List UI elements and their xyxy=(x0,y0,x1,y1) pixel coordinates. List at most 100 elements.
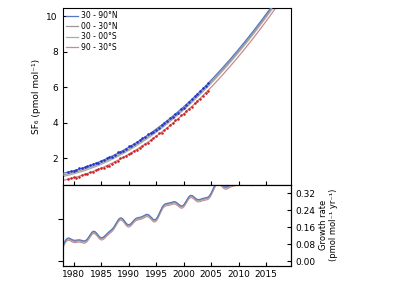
Point xyxy=(164,119,170,124)
Point xyxy=(175,116,181,121)
90 - 30°S xyxy=(75,175,80,178)
30 - 90°N xyxy=(61,171,66,175)
00 - 30°N xyxy=(231,55,236,58)
Point xyxy=(87,163,93,167)
Point xyxy=(189,97,195,101)
Point xyxy=(103,156,110,161)
Point xyxy=(139,136,145,141)
Point xyxy=(109,155,116,160)
Point xyxy=(205,80,212,85)
Point xyxy=(65,170,72,175)
Point xyxy=(194,99,201,103)
Point xyxy=(98,165,104,170)
Point xyxy=(147,131,154,136)
Point xyxy=(172,111,179,116)
Line: 00 - 30°N: 00 - 30°N xyxy=(64,0,288,175)
Point xyxy=(95,160,101,165)
Line: 30 - 00°S: 30 - 00°S xyxy=(64,0,288,176)
Point xyxy=(123,153,129,158)
Point xyxy=(90,169,96,174)
Point xyxy=(183,109,189,113)
Point xyxy=(166,116,173,121)
Point xyxy=(101,165,107,170)
Point xyxy=(175,110,181,115)
Point xyxy=(81,172,88,176)
Point xyxy=(131,142,137,147)
Point xyxy=(137,146,143,150)
00 - 30°N xyxy=(198,92,202,95)
Point xyxy=(95,167,101,171)
Point xyxy=(134,147,140,152)
Point xyxy=(197,97,203,102)
Point xyxy=(128,151,135,155)
Point xyxy=(114,150,121,155)
Point xyxy=(181,112,187,116)
Point xyxy=(150,136,157,140)
Point xyxy=(76,175,82,179)
00 - 30°N xyxy=(255,26,259,30)
Point xyxy=(183,102,189,107)
Point xyxy=(178,107,184,112)
Point xyxy=(93,168,99,173)
Point xyxy=(169,121,176,126)
Legend: 30 - 90°N, 00 - 30°N, 30 - 00°S, 90 - 30°S: 30 - 90°N, 00 - 30°N, 30 - 00°S, 90 - 30… xyxy=(65,10,119,53)
Point xyxy=(90,161,96,166)
Point xyxy=(194,92,201,97)
30 - 00°S xyxy=(231,56,236,60)
30 - 00°S xyxy=(255,28,259,31)
Point xyxy=(158,123,165,128)
Point xyxy=(112,152,118,157)
Point xyxy=(73,168,80,172)
Point xyxy=(153,133,159,138)
Point xyxy=(202,91,209,95)
Point xyxy=(117,150,124,154)
Point xyxy=(117,156,124,161)
Point xyxy=(156,126,162,130)
Point xyxy=(145,132,151,137)
30 - 90°N xyxy=(191,95,196,99)
Point xyxy=(70,175,77,179)
Y-axis label: SF₆ (pmol mol⁻¹): SF₆ (pmol mol⁻¹) xyxy=(32,58,41,134)
Point xyxy=(191,94,198,99)
Point xyxy=(79,165,85,170)
Point xyxy=(84,164,90,169)
Point xyxy=(67,176,74,180)
Point xyxy=(200,85,206,90)
30 - 00°S xyxy=(191,99,196,102)
Point xyxy=(73,175,80,180)
Line: 90 - 30°S: 90 - 30°S xyxy=(64,0,288,180)
Point xyxy=(103,164,110,168)
30 - 00°S xyxy=(204,86,209,90)
Point xyxy=(84,172,90,176)
Point xyxy=(120,155,126,160)
Point xyxy=(101,158,107,162)
30 - 00°S xyxy=(198,93,202,97)
00 - 30°N xyxy=(191,97,196,101)
Point xyxy=(67,169,74,174)
Point xyxy=(93,160,99,165)
Point xyxy=(70,169,77,173)
90 - 30°S xyxy=(61,178,66,182)
Point xyxy=(109,161,116,166)
Point xyxy=(139,143,145,148)
Point xyxy=(166,123,173,128)
30 - 90°N xyxy=(255,25,259,28)
Point xyxy=(134,140,140,145)
90 - 30°S xyxy=(231,60,236,64)
Point xyxy=(142,142,148,146)
Point xyxy=(200,94,206,98)
Point xyxy=(112,160,118,165)
30 - 90°N xyxy=(204,83,209,86)
Point xyxy=(81,165,88,170)
Point xyxy=(114,159,121,164)
Y-axis label: Growth rate
(pmol mol⁻¹ yr⁻¹): Growth rate (pmol mol⁻¹ yr⁻¹) xyxy=(319,189,338,261)
Point xyxy=(161,120,168,125)
90 - 30°S xyxy=(255,32,259,35)
90 - 30°S xyxy=(191,103,196,106)
Point xyxy=(147,137,154,142)
30 - 00°S xyxy=(75,171,80,175)
Point xyxy=(106,163,113,168)
Point xyxy=(79,173,85,178)
Point xyxy=(120,148,126,153)
Point xyxy=(125,143,132,148)
